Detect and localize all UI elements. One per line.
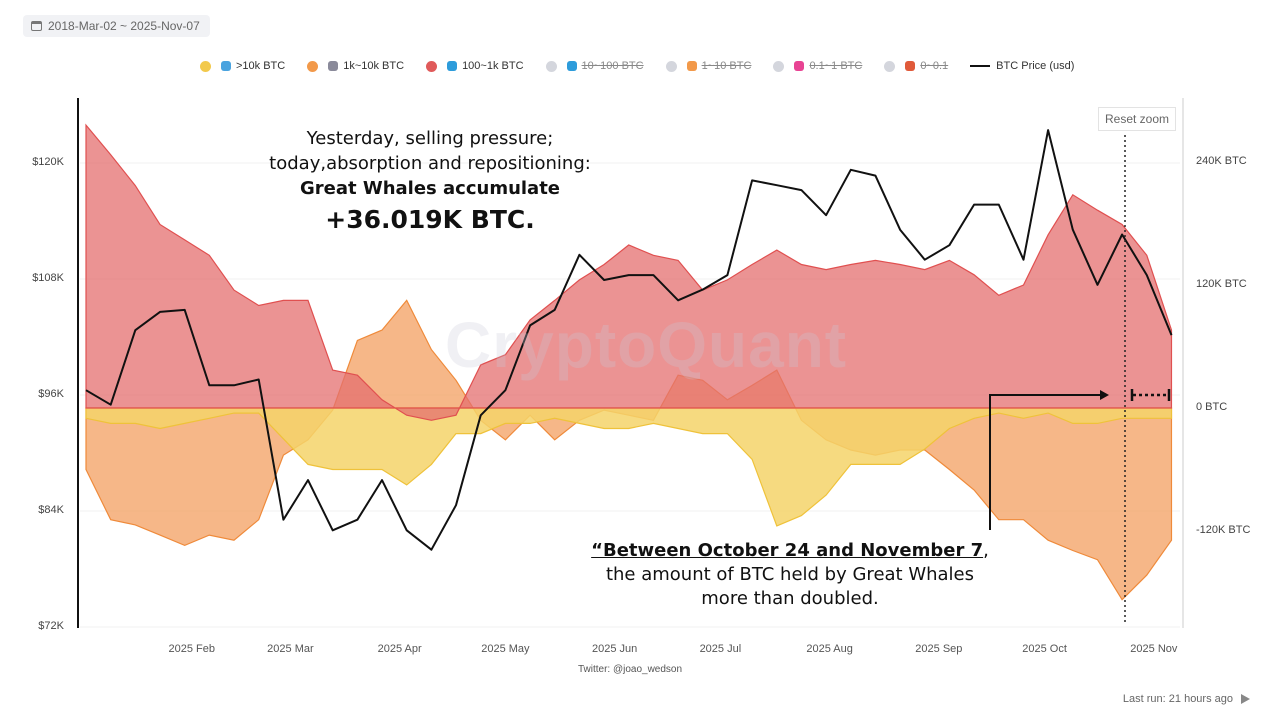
annotation-quote: “Between October 24 and November 7: [591, 540, 984, 561]
legend-label: 1~10 BTC: [701, 60, 752, 72]
watermark: CryptoQuant: [445, 309, 848, 381]
legend-label: 0~0.1: [920, 60, 949, 72]
x-tick-label: 2025 May: [481, 643, 530, 655]
y-left-tick-label: $84K: [38, 504, 64, 516]
x-tick-label: 2025 Jun: [592, 643, 638, 655]
legend-dot-icon: [426, 60, 438, 72]
crab-icon: [686, 61, 697, 71]
shark-icon: [447, 61, 458, 71]
y-left-tick-label: $108K: [32, 272, 64, 284]
chart-legend: >10k BTC 1k~10k BTC 100~1k BTC 10~100 BTC 1~…: [200, 60, 1096, 72]
x-tick-label: 2025 Nov: [1130, 643, 1178, 655]
y-left-tick-label: $72K: [38, 620, 64, 632]
legend-label: 100~1k BTC: [462, 60, 524, 72]
annotation-headline: +36.019K BTC.: [325, 205, 535, 234]
x-tick-label: 2025 Oct: [1022, 643, 1067, 655]
reset-zoom-button[interactable]: Reset zoom: [1098, 107, 1176, 131]
shrimp-icon: [905, 61, 916, 71]
annotation-line: the amount of BTC held by Great Whales: [605, 564, 975, 585]
play-icon[interactable]: [1241, 694, 1250, 704]
y-right-tick-label: 0 BTC: [1196, 401, 1228, 413]
legend-label: 0.1~1 BTC: [809, 60, 863, 72]
x-tick-label: 2025 Apr: [377, 643, 422, 655]
legend-dot-icon: [773, 60, 785, 72]
legend-item[interactable]: >10k BTC: [200, 60, 285, 72]
y-right-tick-label: -120K BTC: [1196, 524, 1251, 536]
legend-label: >10k BTC: [236, 60, 286, 72]
whale-icon: [328, 61, 339, 71]
legend-label: 1k~10k BTC: [343, 60, 405, 72]
x-tick-label: 2025 Aug: [806, 643, 853, 655]
footer-credit: Twitter: @joao_wedson: [577, 664, 683, 675]
annotation-line: more than doubled.: [701, 588, 879, 609]
annotation-top: Yesterday, selling pressure; today,absor…: [250, 126, 610, 232]
annotation-comma: ,: [983, 540, 989, 561]
x-tick-label: 2025 Sep: [915, 643, 963, 655]
annotation-line: Great Whales accumulate: [299, 178, 561, 199]
legend-label: 10~100 BTC: [581, 60, 644, 72]
annotation-arrow: [989, 394, 1100, 530]
annotation-line: today,absorption and repositioning:: [269, 153, 591, 174]
x-tick-label: 2025 Jul: [699, 643, 742, 655]
x-tick-label: 2025 Feb: [168, 643, 215, 655]
date-range-picker[interactable]: 2018-Mar-02 ~ 2025-Nov-07: [23, 15, 210, 37]
x-tick-label: 2025 Mar: [267, 643, 314, 655]
y-left-tick-label: $120K: [32, 156, 64, 168]
area-series-100-1k-btc: [85, 123, 1173, 421]
legend-label: BTC Price (usd): [996, 60, 1075, 72]
last-run-text: Last run: 21 hours ago: [1122, 693, 1233, 705]
annotation-line: Yesterday, selling pressure;: [306, 128, 554, 149]
great-whale-icon: [221, 61, 231, 71]
legend-item[interactable]: 0~0.1: [884, 60, 948, 72]
y-left-tick-label: $96K: [38, 388, 64, 400]
legend-item[interactable]: 1k~10k BTC: [307, 60, 404, 72]
line-icon: [970, 65, 991, 67]
legend-dot-icon: [200, 60, 211, 72]
y-right-tick-label: 240K BTC: [1196, 155, 1247, 167]
legend-item[interactable]: 100~1k BTC: [426, 60, 524, 72]
area-series--10k-btc: [85, 407, 1173, 527]
legend-dot-icon: [884, 60, 896, 72]
legend-item[interactable]: 10~100 BTC: [545, 60, 644, 72]
arrowhead-icon: [1100, 390, 1109, 400]
legend-item[interactable]: 1~10 BTC: [665, 60, 752, 72]
legend-dot-icon: [665, 60, 677, 72]
legend-dot-icon: [545, 60, 557, 72]
legend-item[interactable]: BTC Price (usd): [970, 60, 1074, 72]
legend-dot-icon: [307, 60, 319, 72]
calendar-icon: [31, 21, 42, 31]
fish-icon: [566, 61, 577, 71]
legend-item[interactable]: 0.1~1 BTC: [773, 60, 862, 72]
y-right-tick-label: 120K BTC: [1196, 278, 1247, 290]
last-run: Last run: 21 hours ago: [1123, 693, 1250, 705]
date-range-text: 2018-Mar-02 ~ 2025-Nov-07: [48, 19, 200, 33]
annotation-bottom: “Between October 24 and November 7, the …: [590, 539, 990, 611]
octopus-icon: [794, 61, 805, 71]
